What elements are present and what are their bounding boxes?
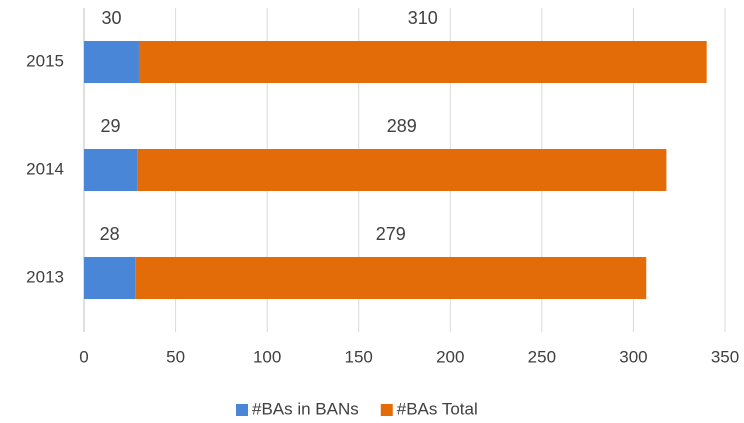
legend: #BAs in BANs #BAs Total bbox=[236, 399, 478, 418]
x-tick-label: 300 bbox=[619, 347, 647, 366]
data-label: 310 bbox=[408, 8, 438, 28]
legend-swatch bbox=[380, 404, 393, 416]
legend-label: #BAs in BANs bbox=[252, 399, 359, 418]
bar-segment bbox=[135, 257, 647, 299]
bar-segment bbox=[137, 149, 667, 191]
data-label: 289 bbox=[387, 116, 417, 136]
bar-segment bbox=[84, 149, 138, 191]
y-tick-label: 2014 bbox=[26, 159, 64, 178]
legend-label: #BAs Total bbox=[397, 399, 478, 418]
bar-segment bbox=[138, 41, 707, 83]
legend-swatch bbox=[236, 404, 248, 416]
bar-segment bbox=[84, 41, 139, 83]
x-tick-label: 100 bbox=[253, 347, 281, 366]
x-tick-label: 50 bbox=[166, 347, 185, 366]
bar-segment bbox=[84, 257, 136, 299]
x-tick-label: 150 bbox=[345, 347, 373, 366]
data-label: 279 bbox=[376, 224, 406, 244]
x-tick-label: 350 bbox=[711, 347, 739, 366]
x-tick-label: 0 bbox=[79, 347, 88, 366]
y-tick-label: 2015 bbox=[26, 51, 64, 70]
data-label: 29 bbox=[101, 116, 121, 136]
data-label: 28 bbox=[100, 224, 120, 244]
x-tick-label: 200 bbox=[436, 347, 464, 366]
data-label: 30 bbox=[101, 8, 121, 28]
y-tick-label: 2013 bbox=[26, 267, 64, 286]
x-tick-label: 250 bbox=[528, 347, 556, 366]
